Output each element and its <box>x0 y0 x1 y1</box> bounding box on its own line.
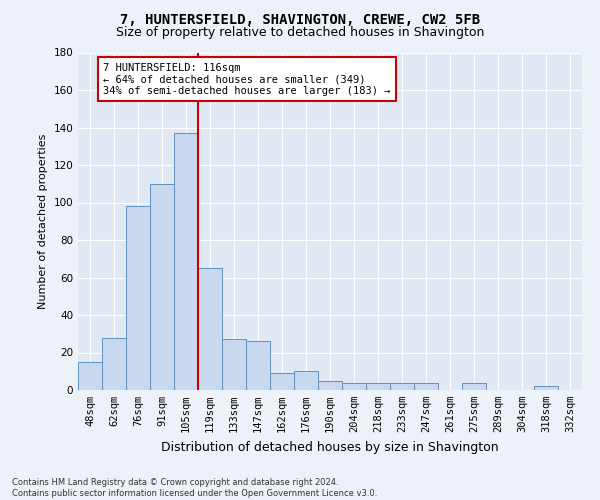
Bar <box>366 382 390 390</box>
Bar <box>78 362 102 390</box>
Bar <box>222 340 246 390</box>
Text: 7 HUNTERSFIELD: 116sqm
← 64% of detached houses are smaller (349)
34% of semi-de: 7 HUNTERSFIELD: 116sqm ← 64% of detached… <box>103 62 391 96</box>
X-axis label: Distribution of detached houses by size in Shavington: Distribution of detached houses by size … <box>161 440 499 454</box>
Bar <box>342 382 366 390</box>
Text: 7, HUNTERSFIELD, SHAVINGTON, CREWE, CW2 5FB: 7, HUNTERSFIELD, SHAVINGTON, CREWE, CW2 … <box>120 12 480 26</box>
Bar <box>198 268 222 390</box>
Text: Size of property relative to detached houses in Shavington: Size of property relative to detached ho… <box>116 26 484 39</box>
Bar <box>102 338 126 390</box>
Bar <box>150 184 174 390</box>
Bar <box>126 206 150 390</box>
Text: Contains HM Land Registry data © Crown copyright and database right 2024.
Contai: Contains HM Land Registry data © Crown c… <box>12 478 377 498</box>
Bar <box>294 371 318 390</box>
Bar <box>246 341 270 390</box>
Y-axis label: Number of detached properties: Number of detached properties <box>38 134 48 309</box>
Bar <box>174 133 198 390</box>
Bar <box>462 382 486 390</box>
Bar <box>270 373 294 390</box>
Bar <box>390 382 414 390</box>
Bar <box>534 386 558 390</box>
Bar <box>318 380 342 390</box>
Bar <box>414 382 438 390</box>
